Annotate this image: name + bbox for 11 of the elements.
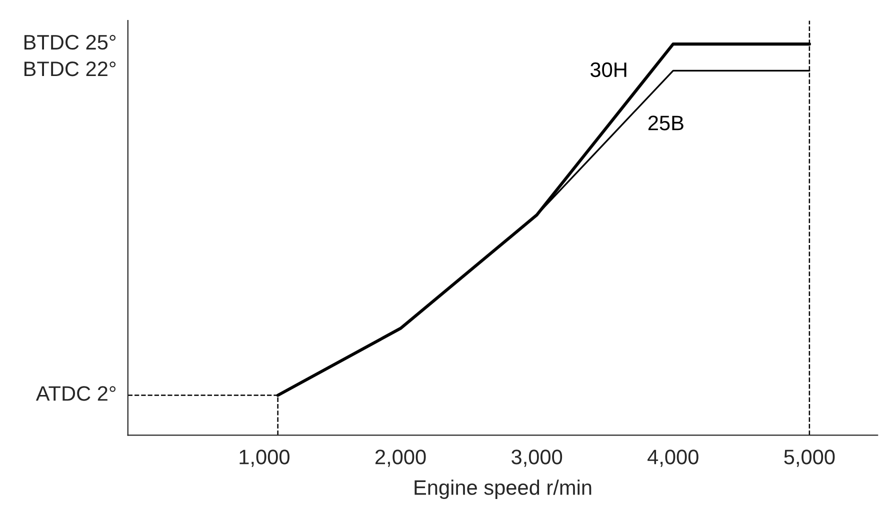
x-tick-label: 4,000: [648, 450, 698, 467]
x-tick-label: 5,000: [784, 450, 835, 467]
text: ATDC 2°: [36, 386, 116, 401]
x-tick-label: 3,000: [512, 450, 562, 467]
text: BTDC 25°: [24, 34, 116, 50]
x-axis-title: Engine speed r/min: [414, 480, 592, 500]
x-tick-label: 2,000: [375, 450, 426, 467]
series-label: 30H: [590, 62, 626, 78]
x-tick-label: 1,000: [240, 450, 290, 467]
series-label: 25B: [648, 116, 684, 130]
text: BTDC 22°: [24, 62, 116, 76]
